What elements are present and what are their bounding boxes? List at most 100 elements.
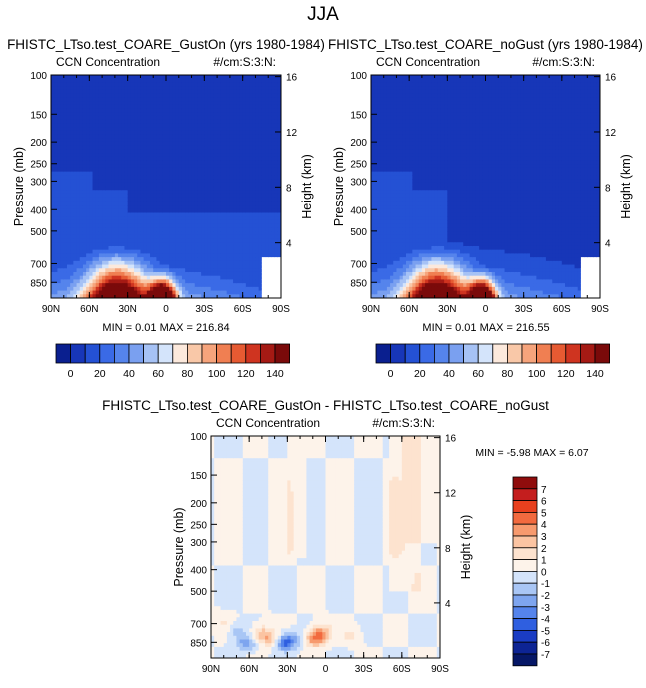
height-tick-label: 12 <box>286 128 298 139</box>
contour-cell <box>207 182 212 188</box>
contour-cell <box>63 130 68 136</box>
contour-cell <box>73 167 78 173</box>
contour-cell <box>89 108 94 113</box>
contour-cell <box>197 283 202 288</box>
contour-cell <box>181 238 186 243</box>
contour-cell <box>175 223 180 228</box>
contour-cell <box>245 283 250 288</box>
contour-cell <box>261 78 266 84</box>
contour-cell <box>102 127 106 132</box>
contour-cell <box>201 104 205 110</box>
contour-cell <box>210 205 215 210</box>
contour-cell <box>114 138 119 143</box>
contour-cell <box>233 167 237 173</box>
contour-cell <box>207 75 212 80</box>
contour-cell <box>82 238 87 243</box>
contour-cell <box>150 223 154 228</box>
contour-cell <box>207 268 212 273</box>
contour-cell <box>66 223 71 228</box>
contour-cell <box>121 223 126 228</box>
contour-cell <box>124 190 129 195</box>
contour-cell <box>162 119 167 124</box>
contour-cell <box>153 97 158 102</box>
contour-cell <box>188 101 193 106</box>
contour-cell <box>236 294 241 298</box>
contour-cell <box>146 193 151 199</box>
contour-cell <box>66 216 71 221</box>
contour-cell <box>181 141 186 147</box>
contour-cell <box>63 108 68 113</box>
contour-cell <box>137 82 142 87</box>
contour-cell <box>60 219 65 225</box>
contour-cell <box>118 75 122 80</box>
contour-cell <box>60 171 65 176</box>
x-tick-label: 90N <box>42 304 60 315</box>
contour-cell <box>54 257 58 262</box>
contour-cell <box>181 201 186 206</box>
contour-cell <box>236 249 241 254</box>
contour-cell <box>242 164 247 169</box>
contour-cell <box>245 130 250 136</box>
contour-cell <box>159 286 164 292</box>
contour-cell <box>111 115 116 121</box>
contour-cell <box>229 182 234 188</box>
contour-cell <box>261 123 266 128</box>
contour-cell <box>121 264 126 269</box>
contour-cell <box>252 264 257 269</box>
contour-cell <box>95 78 100 84</box>
contour-cell <box>92 190 97 195</box>
contour-cell <box>169 257 173 262</box>
contour-cell <box>236 227 241 232</box>
contour-cell <box>383 127 388 132</box>
contour-cell <box>70 167 74 173</box>
contour-cell <box>130 186 135 191</box>
contour-cell <box>383 242 388 247</box>
contour-cell <box>377 249 382 254</box>
contour-cell <box>371 145 375 150</box>
contour-cell <box>57 279 62 284</box>
contour-cell <box>111 101 116 106</box>
contour-cell <box>127 197 132 202</box>
contour-cell <box>89 227 94 232</box>
contour-cell <box>213 260 218 266</box>
contour-cell <box>274 216 279 221</box>
contour-cell <box>245 294 250 298</box>
contour-cell <box>124 101 129 106</box>
y-tick-label: 250 <box>30 160 47 171</box>
contour-cell <box>242 257 247 262</box>
contour-cell <box>95 93 100 98</box>
contour-cell <box>217 283 221 288</box>
contour-cell <box>261 104 266 110</box>
contour-cell <box>242 268 247 273</box>
contour-cell <box>175 127 180 132</box>
contour-cell <box>271 197 276 202</box>
contour-cell <box>252 171 257 176</box>
contour-cell <box>249 271 253 277</box>
contour-cell <box>79 216 84 221</box>
contour-cell <box>194 179 199 184</box>
contour-cell <box>146 127 151 132</box>
contour-cell <box>239 190 244 195</box>
contour-cell <box>162 190 167 195</box>
contour-cell <box>265 119 269 124</box>
contour-cell <box>105 279 110 284</box>
contour-cell <box>386 227 391 232</box>
contour-cell <box>140 101 145 106</box>
contour-cell <box>102 134 106 139</box>
contour-cell <box>249 89 253 95</box>
contour-cell <box>265 101 269 106</box>
contour-cell <box>82 245 87 251</box>
contour-cell <box>86 175 90 180</box>
contour-cell <box>274 201 279 206</box>
contour-cell <box>51 231 55 236</box>
contour-cell <box>226 171 231 176</box>
contour-cell <box>223 197 228 202</box>
contour-cell <box>156 164 161 169</box>
contour-cell <box>156 260 161 266</box>
contour-cell <box>159 123 164 128</box>
contour-cell <box>162 153 167 158</box>
contour-cell <box>233 123 237 128</box>
contour-cell <box>166 294 170 298</box>
contour-cell <box>252 101 257 106</box>
contour-cell <box>166 123 170 128</box>
